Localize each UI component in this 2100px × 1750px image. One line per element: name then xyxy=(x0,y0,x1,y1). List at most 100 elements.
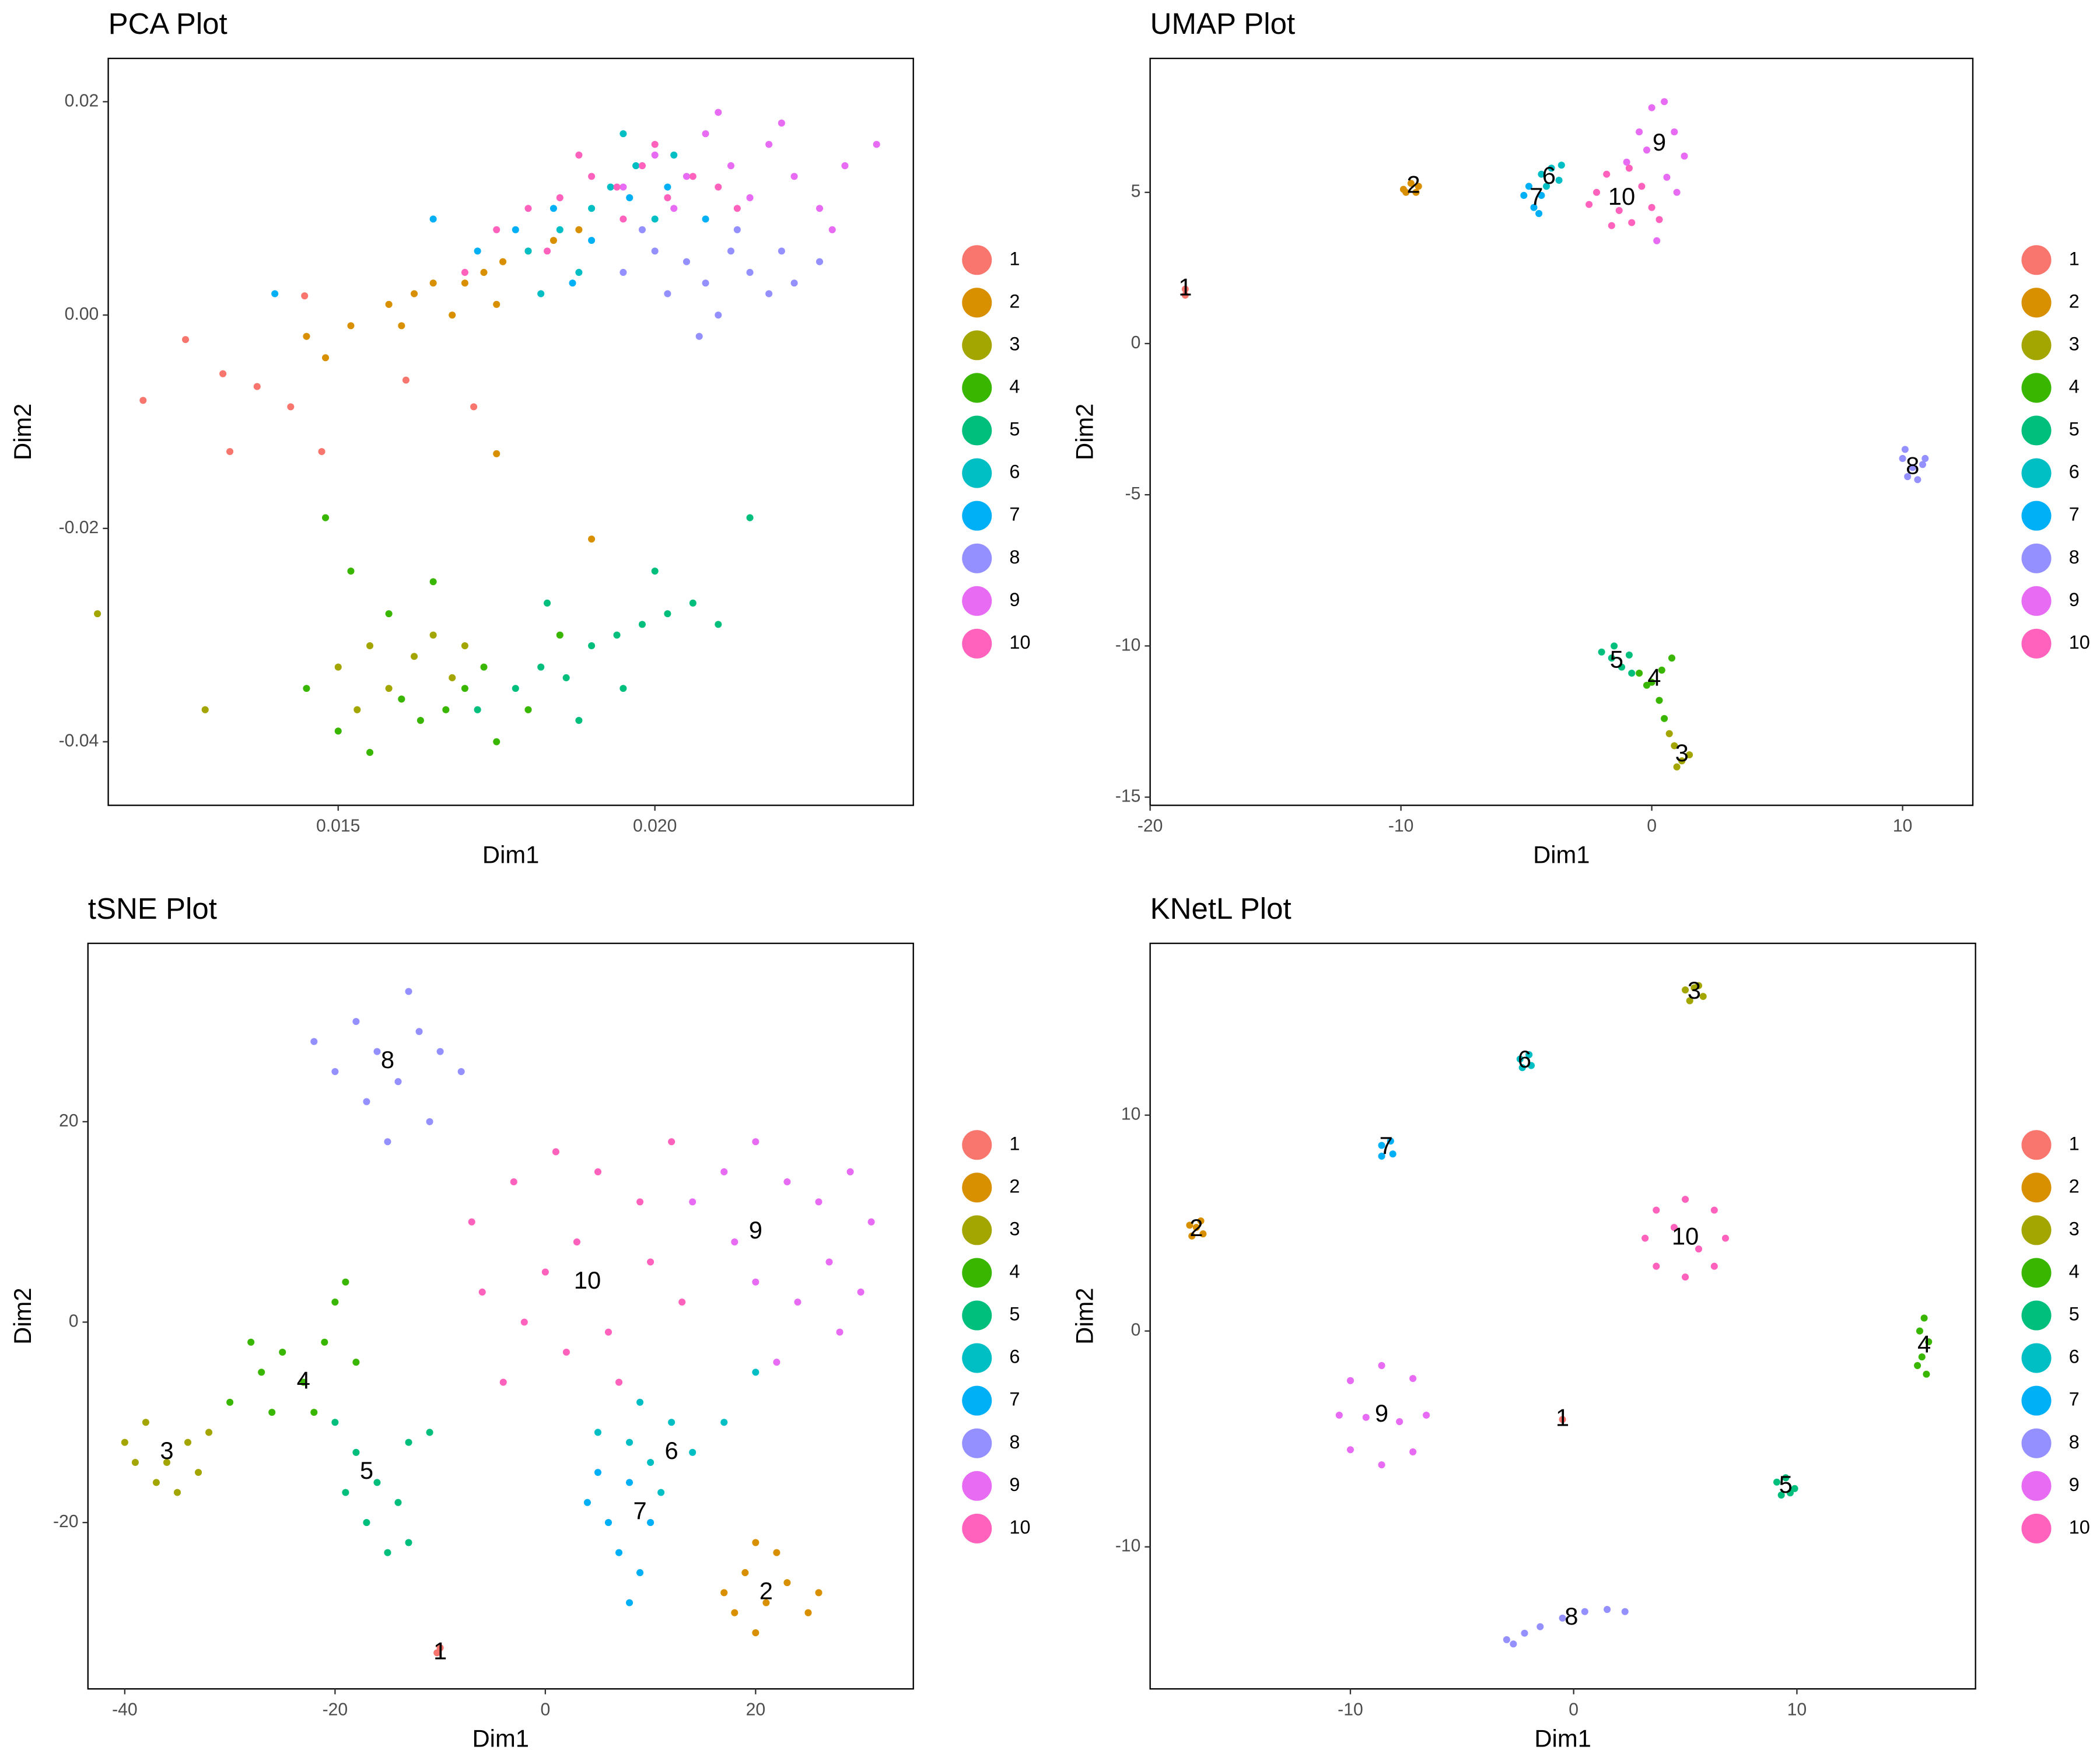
point xyxy=(638,226,646,233)
panel-title: UMAP Plot xyxy=(1150,7,1296,40)
point xyxy=(512,685,519,692)
point xyxy=(205,1429,213,1436)
point xyxy=(1542,183,1550,190)
point xyxy=(411,290,418,298)
point xyxy=(741,1569,749,1576)
point xyxy=(1181,291,1189,299)
legend-label: 5 xyxy=(1009,1304,1020,1325)
point xyxy=(773,1549,780,1556)
legend-label: 4 xyxy=(1009,1261,1020,1282)
point xyxy=(1525,183,1532,190)
point xyxy=(752,1539,760,1546)
point xyxy=(733,226,741,233)
x-tick-label: -40 xyxy=(112,1700,138,1719)
point xyxy=(142,1419,149,1426)
legend-key xyxy=(2021,330,2052,360)
point xyxy=(520,1318,528,1326)
point xyxy=(1188,1232,1196,1240)
cluster-label: 3 xyxy=(1688,977,1701,1004)
point xyxy=(405,1438,412,1446)
point xyxy=(1670,1224,1678,1231)
point xyxy=(398,322,405,330)
point xyxy=(1665,730,1673,737)
cluster-label: 8 xyxy=(1906,452,1919,480)
legend-key xyxy=(962,586,992,616)
point xyxy=(1389,1150,1396,1158)
legend-label: 1 xyxy=(2069,248,2080,269)
point xyxy=(1525,1051,1533,1059)
point xyxy=(1538,170,1545,178)
point xyxy=(474,706,481,713)
point xyxy=(836,1328,844,1336)
point xyxy=(303,332,310,340)
point xyxy=(201,706,209,713)
point xyxy=(416,716,424,724)
point xyxy=(402,376,410,384)
point xyxy=(604,1519,612,1527)
point xyxy=(588,536,596,543)
point xyxy=(354,706,361,713)
point xyxy=(1653,1262,1660,1270)
point xyxy=(1699,993,1707,1000)
point xyxy=(480,663,488,671)
y-tick-label: -20 xyxy=(53,1512,79,1531)
point xyxy=(152,1479,160,1486)
legend-label: 5 xyxy=(2069,419,2080,440)
point xyxy=(226,1398,234,1406)
cluster-label: 6 xyxy=(1542,162,1556,189)
point xyxy=(253,383,261,390)
point xyxy=(575,268,583,276)
legend-key xyxy=(2021,1258,2052,1288)
point xyxy=(588,642,596,650)
x-tick-label: -10 xyxy=(1338,1700,1363,1719)
point xyxy=(398,695,405,703)
point xyxy=(556,631,564,639)
point xyxy=(1559,1614,1566,1622)
legend-label: 9 xyxy=(1009,589,1020,610)
point xyxy=(331,1068,339,1076)
point xyxy=(552,1148,559,1156)
x-tick-label: 0 xyxy=(1647,817,1657,836)
point xyxy=(620,268,627,276)
point xyxy=(626,1599,634,1606)
point xyxy=(689,599,696,607)
point xyxy=(1548,164,1555,172)
point xyxy=(342,1278,349,1286)
point xyxy=(461,642,468,650)
point xyxy=(342,1489,349,1496)
point xyxy=(583,1499,591,1506)
point xyxy=(1618,663,1626,671)
legend-key xyxy=(962,458,992,488)
legend-key xyxy=(962,1215,992,1245)
point xyxy=(1909,464,1916,471)
x-tick-label: 10 xyxy=(1787,1700,1807,1719)
point xyxy=(1199,1230,1207,1238)
point xyxy=(573,1238,580,1246)
point xyxy=(1682,986,1689,994)
point xyxy=(1407,180,1415,187)
legend-key xyxy=(2021,586,2052,616)
panel-title: PCA Plot xyxy=(108,7,228,40)
point xyxy=(682,258,691,265)
legend-key xyxy=(962,1428,992,1458)
point xyxy=(1362,1413,1370,1421)
legend-label: 2 xyxy=(1009,1175,1020,1196)
point xyxy=(1782,1474,1790,1482)
point xyxy=(1628,219,1636,226)
y-axis-label: Dim2 xyxy=(1071,1287,1098,1344)
point xyxy=(1668,654,1676,662)
y-tick-label: 0 xyxy=(1131,1321,1141,1340)
point xyxy=(384,1549,391,1556)
cluster-label: 7 xyxy=(1380,1132,1393,1159)
point xyxy=(1555,177,1563,184)
point xyxy=(562,674,570,681)
point xyxy=(556,226,564,233)
point xyxy=(318,448,326,456)
point xyxy=(1686,997,1693,1005)
cluster-label: 4 xyxy=(1647,663,1661,691)
point xyxy=(1901,446,1909,453)
cluster-label: 6 xyxy=(1518,1045,1531,1073)
point xyxy=(632,162,640,170)
point xyxy=(846,1168,854,1175)
